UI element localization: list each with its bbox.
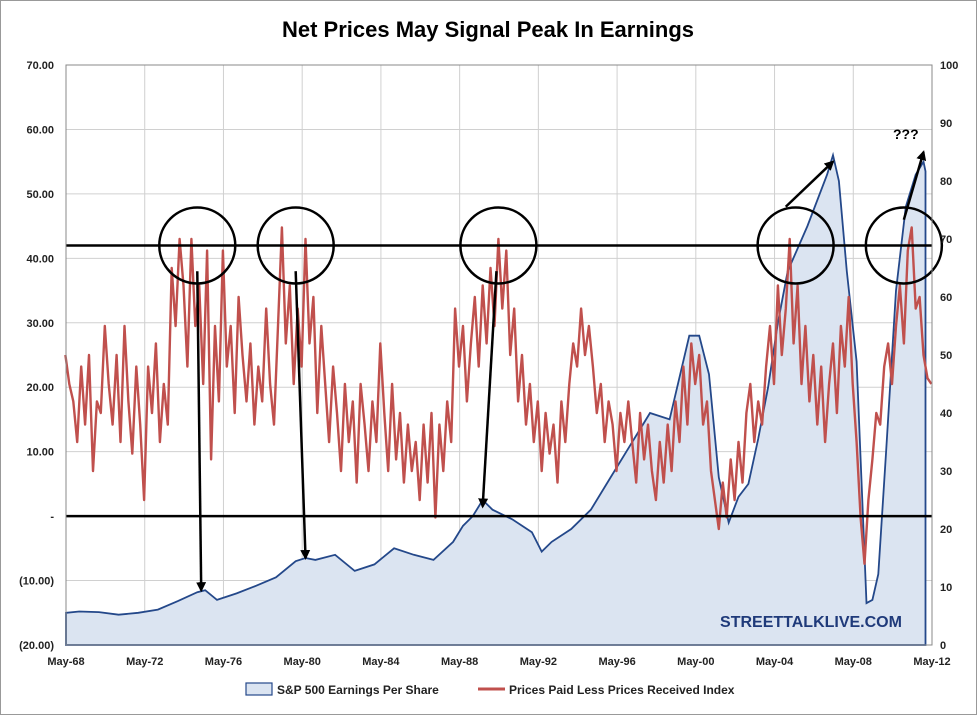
prices-index-line bbox=[64, 226, 933, 565]
y-right-tick-label: 70 bbox=[940, 234, 952, 246]
x-tick-label: May-68 bbox=[47, 656, 84, 668]
y-left-tick-label: (20.00) bbox=[19, 640, 54, 652]
legend-label-earnings: S&P 500 Earnings Per Share bbox=[277, 683, 439, 697]
y-right-tick-label: 40 bbox=[940, 408, 952, 420]
y-left-tick-label: 40.00 bbox=[26, 253, 54, 265]
annotation-arrow bbox=[902, 150, 927, 221]
x-tick-label: May-04 bbox=[756, 656, 794, 668]
x-tick-label: May-88 bbox=[441, 656, 478, 668]
annotation-circle bbox=[756, 206, 835, 285]
left-axis-labels: 70.00 60.00 50.00 40.00 30.00 20.00 10.00 - (10.… bbox=[19, 60, 54, 652]
annotation-layer: ??? bbox=[158, 126, 944, 593]
y-left-tick-label: - bbox=[50, 511, 54, 523]
earnings-area bbox=[65, 151, 927, 646]
annotation-arrow bbox=[784, 160, 835, 208]
y-right-tick-label: 10 bbox=[940, 582, 952, 594]
y-left-tick-label: 60.00 bbox=[26, 124, 54, 136]
legend: S&P 500 Earnings Per Share Prices Paid L… bbox=[245, 682, 735, 697]
y-right-tick-label: 100 bbox=[940, 60, 958, 72]
y-left-tick-label: 10.00 bbox=[26, 447, 54, 459]
x-tick-label: May-80 bbox=[284, 656, 321, 668]
y-right-tick-label: 50 bbox=[940, 350, 952, 362]
prices-index-line-layer bbox=[64, 226, 933, 565]
annotation-arrow bbox=[294, 271, 311, 560]
y-left-tick-label: 20.00 bbox=[26, 382, 54, 394]
x-tick-label: May-08 bbox=[835, 656, 872, 668]
annotation-arrow bbox=[196, 271, 207, 593]
annotation-arrow bbox=[478, 271, 498, 509]
x-tick-label: May-96 bbox=[598, 656, 635, 668]
y-right-tick-label: 20 bbox=[940, 524, 952, 536]
y-right-tick-label: 60 bbox=[940, 292, 952, 304]
watermark: STREETTALKLIVE.COM bbox=[720, 614, 902, 631]
y-right-tick-label: 0 bbox=[940, 640, 946, 652]
x-axis-labels: May-68 May-72 May-76 May-80 May-84 May-88 May-… bbox=[47, 656, 950, 668]
x-tick-label: May-12 bbox=[913, 656, 950, 668]
y-right-tick-label: 90 bbox=[940, 118, 952, 130]
chart-title: Net Prices May Signal Peak In Earnings bbox=[282, 17, 694, 42]
legend-swatch-earnings bbox=[245, 682, 273, 696]
plot-frame bbox=[65, 64, 933, 646]
x-tick-label: May-84 bbox=[362, 656, 400, 668]
annotation-circle bbox=[864, 206, 944, 285]
earnings-area-layer bbox=[65, 151, 927, 646]
annotation-question-marks: ??? bbox=[893, 126, 919, 142]
x-tick-label: May-76 bbox=[205, 656, 242, 668]
y-right-tick-label: 30 bbox=[940, 466, 952, 478]
annotation-circle bbox=[459, 206, 538, 285]
x-tick-label: May-72 bbox=[126, 656, 163, 668]
y-left-tick-label: (10.00) bbox=[19, 576, 54, 588]
y-left-tick-label: 30.00 bbox=[26, 318, 54, 330]
x-tick-label: May-92 bbox=[520, 656, 557, 668]
y-left-tick-label: 70.00 bbox=[26, 60, 54, 72]
y-right-tick-label: 80 bbox=[940, 176, 952, 188]
x-tick-label: May-00 bbox=[677, 656, 714, 668]
reference-lines bbox=[66, 244, 932, 518]
y-left-tick-label: 50.00 bbox=[26, 189, 54, 201]
legend-label-prices-index: Prices Paid Less Prices Received Index bbox=[509, 683, 735, 697]
